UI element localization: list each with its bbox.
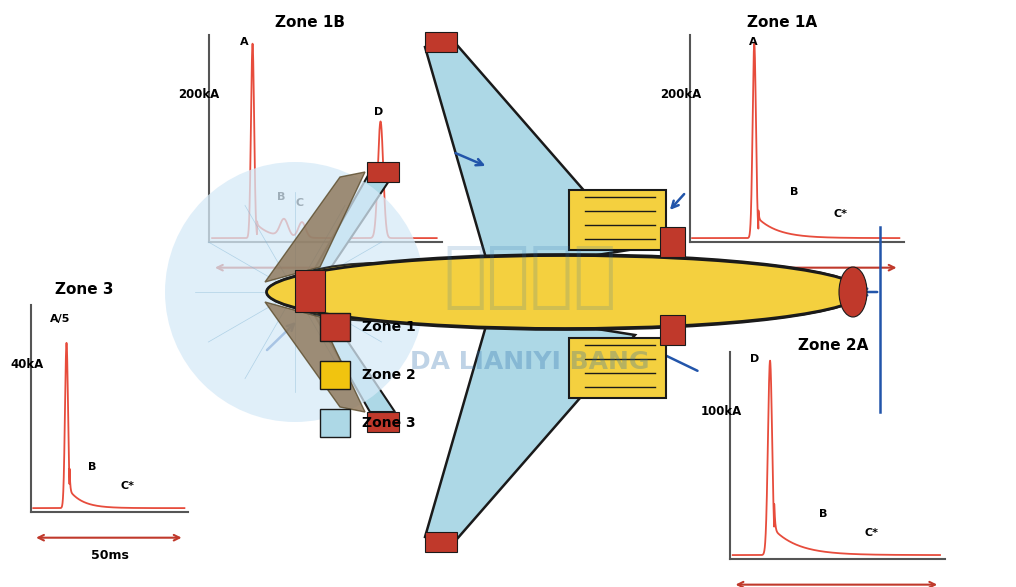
Polygon shape xyxy=(310,307,395,412)
Ellipse shape xyxy=(266,255,864,329)
Ellipse shape xyxy=(280,263,480,321)
Bar xyxy=(425,32,457,52)
Text: Zone 2A: Zone 2A xyxy=(798,338,869,353)
Polygon shape xyxy=(265,172,365,282)
Bar xyxy=(367,162,399,182)
Text: DA LIANIYI BANG: DA LIANIYI BANG xyxy=(410,350,650,374)
Text: A: A xyxy=(240,38,248,48)
Polygon shape xyxy=(310,172,395,277)
Text: Zone 3: Zone 3 xyxy=(362,416,416,430)
Ellipse shape xyxy=(267,255,863,329)
Bar xyxy=(320,409,350,437)
Text: C*: C* xyxy=(834,208,847,218)
Text: B: B xyxy=(790,187,799,197)
Text: 1 sec: 1 sec xyxy=(308,279,344,292)
Text: 50ms: 50ms xyxy=(90,549,129,562)
Text: 100kA: 100kA xyxy=(701,405,743,418)
Text: B: B xyxy=(87,461,97,471)
Ellipse shape xyxy=(839,267,867,317)
Polygon shape xyxy=(265,302,365,412)
FancyBboxPatch shape xyxy=(569,338,666,398)
Text: 200kA: 200kA xyxy=(178,88,219,101)
Text: Zone 1: Zone 1 xyxy=(362,320,416,334)
Text: C*: C* xyxy=(121,481,134,491)
Polygon shape xyxy=(425,312,635,547)
Text: D: D xyxy=(374,107,383,117)
Text: Zone 1B: Zone 1B xyxy=(275,15,344,30)
Bar xyxy=(295,270,325,312)
Text: C: C xyxy=(296,198,304,208)
Circle shape xyxy=(165,162,425,422)
Text: A: A xyxy=(749,38,757,48)
Bar xyxy=(320,313,350,341)
Bar xyxy=(425,532,457,552)
Bar xyxy=(367,412,399,432)
Text: C*: C* xyxy=(865,528,879,538)
Text: 40kA: 40kA xyxy=(10,358,44,371)
Bar xyxy=(660,315,685,345)
Text: Zone 2: Zone 2 xyxy=(362,368,416,382)
Text: 大连义邦: 大连义邦 xyxy=(443,242,617,312)
Polygon shape xyxy=(425,37,635,272)
Text: Zone 1A: Zone 1A xyxy=(747,15,818,30)
Text: B: B xyxy=(276,191,285,201)
Text: B: B xyxy=(819,508,827,518)
Text: D: D xyxy=(750,355,759,365)
Text: Zone 3: Zone 3 xyxy=(55,282,114,297)
Text: 50ms: 50ms xyxy=(778,279,816,292)
Bar xyxy=(320,361,350,389)
FancyBboxPatch shape xyxy=(569,190,666,250)
Text: A/5: A/5 xyxy=(50,313,70,323)
Text: 200kA: 200kA xyxy=(660,88,702,101)
Bar xyxy=(660,227,685,257)
